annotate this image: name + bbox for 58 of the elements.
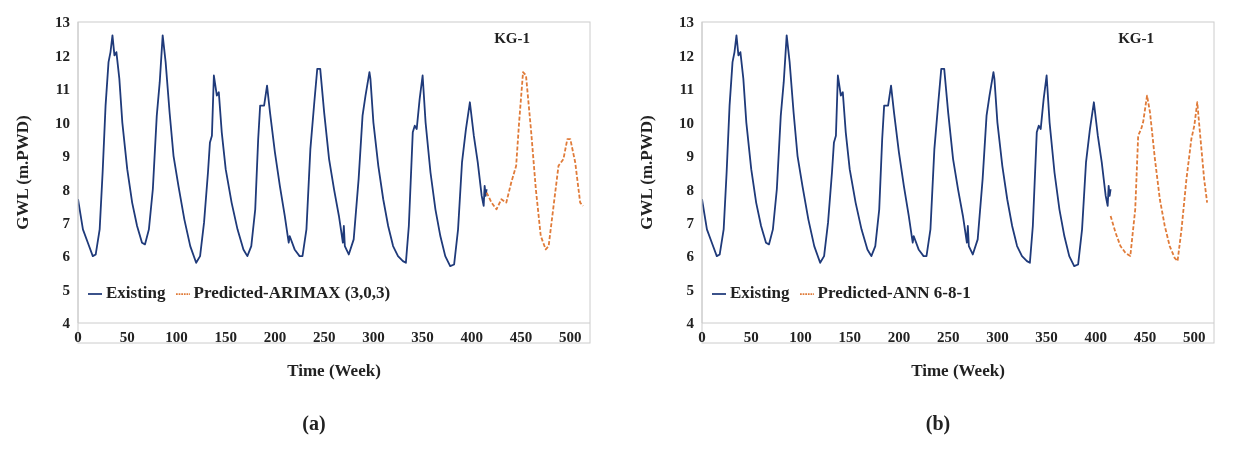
x-tick-label: 150 bbox=[214, 328, 237, 345]
y-tick-label: 9 bbox=[686, 148, 694, 165]
x-tick-label: 100 bbox=[165, 328, 188, 345]
x-tick-label: 350 bbox=[1035, 328, 1058, 345]
x-tick-label: 350 bbox=[411, 328, 434, 345]
legend-label: Existing bbox=[106, 283, 166, 302]
y-axis-title: GWL (m.PWD) bbox=[637, 115, 657, 230]
y-tick-label: 10 bbox=[679, 114, 694, 131]
y-tick-label: 9 bbox=[62, 148, 70, 165]
y-tick-label: 11 bbox=[679, 81, 694, 98]
y-tick-label: 6 bbox=[686, 248, 695, 265]
x-axis-title: Time (Week) bbox=[911, 361, 1005, 380]
y-tick-label: 12 bbox=[679, 47, 694, 64]
line-series bbox=[485, 71, 585, 251]
y-tick-label: 11 bbox=[55, 81, 70, 98]
y-tick-label: 5 bbox=[62, 281, 70, 298]
y-tick-label: 6 bbox=[62, 248, 71, 265]
x-tick-label: 400 bbox=[460, 328, 484, 345]
y-tick-label: 7 bbox=[62, 214, 71, 231]
x-tick-label: 300 bbox=[986, 328, 1009, 345]
y-tick-label: 8 bbox=[686, 181, 694, 198]
y-tick-label: 4 bbox=[686, 315, 695, 332]
x-tick-label: 200 bbox=[263, 328, 287, 345]
x-tick-label: 500 bbox=[559, 328, 582, 345]
y-axis-title: GWL (m.PWD) bbox=[13, 115, 33, 230]
x-tick-label: 450 bbox=[1133, 328, 1157, 345]
x-tick-label: 0 bbox=[698, 328, 706, 345]
x-tick-label: 250 bbox=[312, 328, 336, 345]
annotation: KG-1 bbox=[494, 30, 530, 47]
x-tick-label: 0 bbox=[74, 328, 82, 345]
y-tick-label: 7 bbox=[686, 214, 695, 231]
text: (b) bbox=[924, 412, 952, 435]
y-tick-label: 10 bbox=[55, 114, 70, 131]
y-tick-label: 5 bbox=[686, 281, 694, 298]
x-tick-label: 150 bbox=[838, 328, 861, 345]
y-tick-label: 4 bbox=[62, 315, 71, 332]
line-series bbox=[78, 34, 488, 268]
x-tick-label: 300 bbox=[362, 328, 385, 345]
annotation: KG-1 bbox=[1118, 30, 1154, 47]
y-tick-label: 12 bbox=[55, 47, 70, 64]
y-tick-label: 13 bbox=[679, 14, 694, 31]
x-tick-label: 400 bbox=[1084, 328, 1108, 345]
x-axis-title: Time (Week) bbox=[287, 361, 381, 380]
text: (a) bbox=[301, 412, 327, 435]
legend-label: Existing bbox=[730, 283, 790, 302]
x-tick-label: 50 bbox=[119, 328, 135, 345]
x-tick-label: 200 bbox=[887, 328, 911, 345]
legend-label: Predicted-ARIMAX (3,0,3) bbox=[193, 283, 391, 302]
x-tick-label: 100 bbox=[789, 328, 812, 345]
legend-label: Predicted-ANN 6-8-1 bbox=[817, 283, 971, 302]
x-tick-label: 50 bbox=[743, 328, 759, 345]
x-tick-label: 500 bbox=[1183, 328, 1206, 345]
x-tick-label: 450 bbox=[509, 328, 533, 345]
y-tick-label: 8 bbox=[62, 181, 70, 198]
line-series bbox=[1109, 94, 1209, 263]
y-tick-label: 13 bbox=[55, 14, 70, 31]
line-series bbox=[702, 34, 1112, 268]
x-tick-label: 250 bbox=[936, 328, 960, 345]
